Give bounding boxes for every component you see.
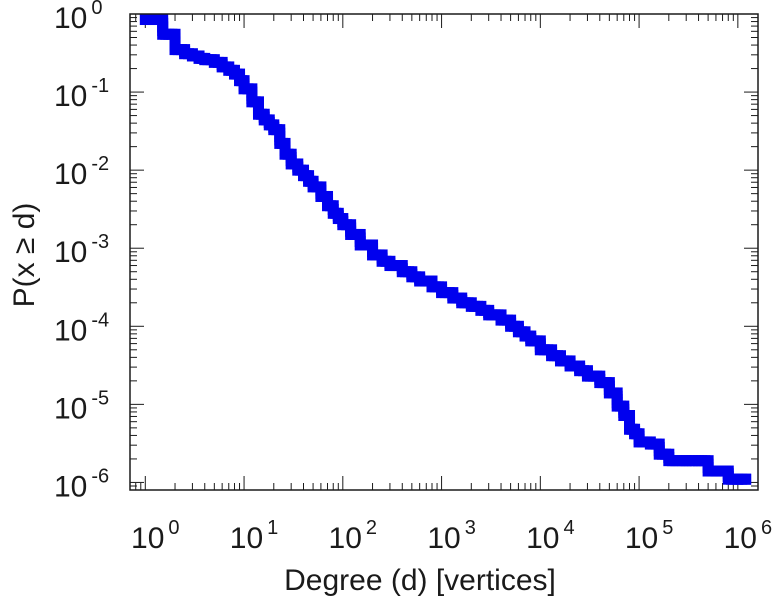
x-tick-label: 10 5 bbox=[625, 517, 674, 555]
y-tick-label: 10 -3 bbox=[54, 231, 109, 269]
minor-ticks bbox=[129, 14, 758, 491]
y-tick-label: 10 -5 bbox=[54, 387, 109, 425]
data-markers bbox=[139, 14, 752, 485]
x-tick-labels: 10 0 10 1 10 2 10 3 10 4 10 5 10 6 bbox=[131, 517, 772, 555]
y-axis-label: P(x ≥ d) bbox=[8, 203, 41, 308]
x-tick-label: 10 6 bbox=[724, 517, 773, 555]
y-tick-label: 10 -1 bbox=[54, 75, 109, 113]
x-tick-label: 10 3 bbox=[427, 517, 476, 555]
x-tick-label: 10 2 bbox=[329, 517, 378, 555]
x-tick-label: 10 0 bbox=[131, 517, 180, 555]
major-ticks bbox=[130, 13, 758, 490]
y-tick-label: 10 -2 bbox=[54, 153, 109, 191]
data-point bbox=[740, 473, 752, 485]
y-tick-label: 10 -6 bbox=[54, 465, 109, 503]
y-tick-label: 10 0 bbox=[54, 0, 103, 35]
x-tick-label: 10 1 bbox=[230, 517, 279, 555]
x-tick-label: 10 4 bbox=[526, 517, 575, 555]
plot-frame bbox=[129, 13, 759, 491]
y-tick-label: 10 -4 bbox=[54, 309, 109, 347]
x-axis-label: Degree (d) [vertices] bbox=[284, 564, 556, 597]
